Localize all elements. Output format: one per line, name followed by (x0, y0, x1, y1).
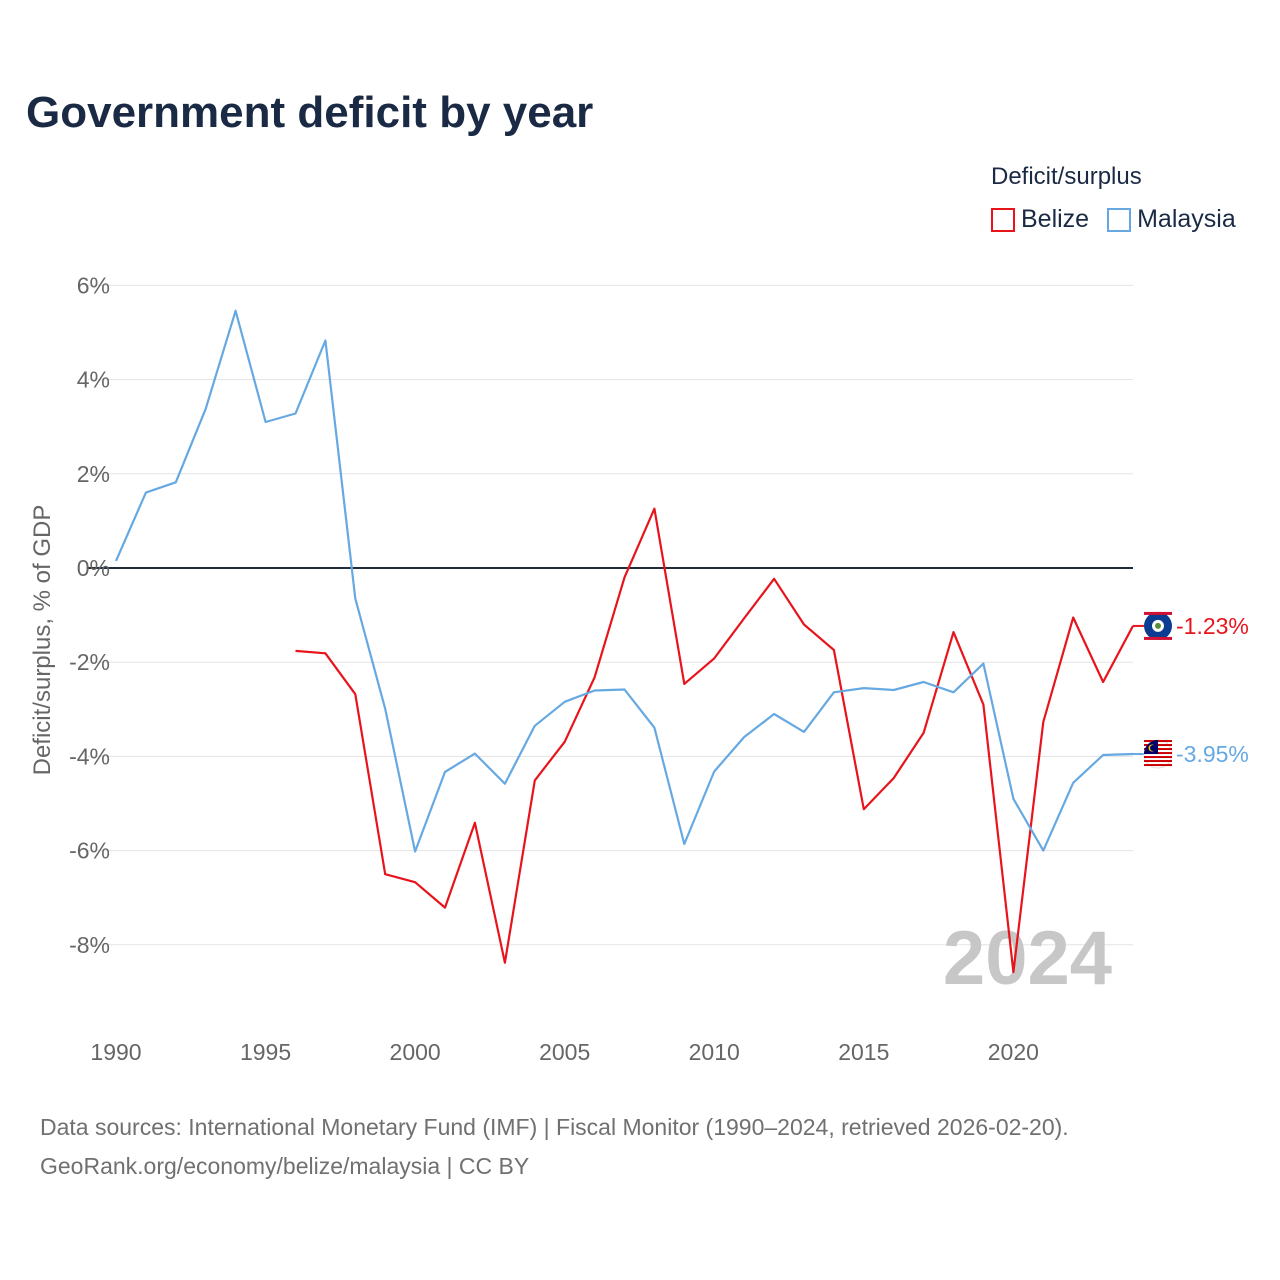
flag-stripe (1144, 764, 1172, 767)
y-axis-label: Deficit/surplus, % of GDP (29, 505, 56, 776)
y-tick-label: -2% (69, 649, 110, 675)
malaysia-flag-icon (1143, 739, 1173, 769)
x-tick-label: 2000 (390, 1039, 441, 1065)
legend-item-malaysia[interactable]: Malaysia (1107, 205, 1236, 234)
legend-swatch-belize (991, 207, 1015, 232)
x-tick-label: 2015 (838, 1039, 889, 1065)
flag-stripe (1144, 611, 1172, 615)
flag-stripe (1144, 756, 1172, 759)
series-line-malaysia (114, 309, 1134, 853)
x-tick-label: 2005 (539, 1039, 590, 1065)
end-value-label: -3.95% (1176, 741, 1249, 767)
legend: Belize Malaysia (991, 205, 1254, 234)
flag-emblem-center (1155, 622, 1161, 629)
x-tick-label: 2020 (988, 1039, 1039, 1065)
series-line-belize (295, 507, 1134, 974)
series-lines (114, 309, 1134, 974)
flag-stripe (1144, 636, 1172, 640)
y-tick-label: 4% (77, 367, 110, 393)
x-axis-ticks: 1990 1995 2000 2005 2010 2015 2020 (90, 1039, 1039, 1065)
legend-label-belize: Belize (1021, 205, 1090, 233)
y-tick-label: 0% (77, 555, 110, 581)
y-tick-label: 2% (77, 461, 110, 487)
legend-swatch-malaysia (1107, 207, 1132, 232)
x-tick-label: 2010 (689, 1039, 740, 1065)
y-axis-ticks: 6% 4% 2% 0% -2% -4% -6% -8% (69, 272, 110, 957)
data-sources: Data sources: International Monetary Fun… (40, 1108, 1069, 1186)
y-tick-label: -4% (69, 743, 110, 769)
x-tick-label: 1990 (90, 1039, 141, 1065)
sources-text: Data sources: International Monetary Fun… (40, 1114, 1069, 1140)
end-labels: -1.23% -3.95% (1133, 611, 1249, 769)
end-value-label: -1.23% (1176, 613, 1249, 639)
legend-item-belize[interactable]: Belize (991, 205, 1089, 234)
credit-link[interactable]: GeoRank.org/economy/belize/malaysia | CC… (40, 1153, 530, 1179)
chart-area: 6% 4% 2% 0% -2% -4% -6% -8% 1990 1995 2000 2005 201… (29, 272, 1249, 1065)
belize-flag-icon (1144, 611, 1172, 640)
gridlines (88, 284, 1133, 946)
y-tick-label: -8% (69, 932, 110, 958)
legend-title: Deficit/surplus (991, 163, 1142, 190)
flag-crescent-cut (1150, 745, 1156, 752)
flag-stripe (1144, 760, 1172, 763)
x-tick-label: 1995 (240, 1039, 291, 1065)
chart-title: Government deficit by year (26, 88, 594, 137)
legend-label-malaysia: Malaysia (1137, 205, 1236, 233)
year-watermark: 2024 (943, 916, 1112, 1001)
y-tick-label: 6% (77, 272, 110, 298)
y-tick-label: -6% (69, 838, 110, 864)
